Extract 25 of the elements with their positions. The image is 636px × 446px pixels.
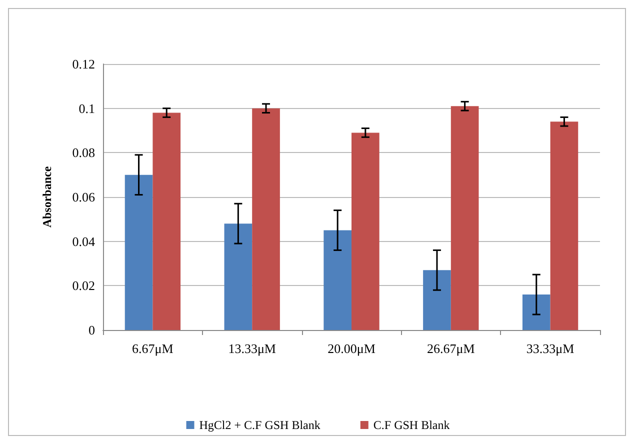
x-tick-label: 20.00μM — [328, 341, 376, 356]
x-tick-label: 6.67μM — [132, 341, 174, 356]
bar — [252, 108, 280, 330]
legend-label: HgCl2 + C.F GSH Blank — [199, 418, 320, 432]
y-axis-title: Absorbance — [40, 166, 54, 228]
bar — [522, 294, 550, 330]
y-tick-label: 0.12 — [72, 56, 95, 72]
bar — [152, 112, 181, 330]
bar — [550, 122, 578, 330]
x-tick-label: 33.33μM — [526, 341, 575, 356]
y-tick-label: 0.04 — [72, 234, 96, 249]
y-tick-label: 0.08 — [72, 145, 95, 160]
bar — [124, 174, 153, 330]
x-tick-label: 26.67μM — [427, 341, 476, 356]
y-tick-label: 0.06 — [72, 190, 96, 204]
y-tick-label: 0.02 — [72, 278, 95, 294]
bar — [352, 132, 380, 330]
bar — [324, 230, 352, 330]
x-tick-label: 13.33μM — [228, 341, 276, 356]
bar — [450, 106, 479, 330]
y-tick-label: 0.1 — [78, 100, 95, 116]
bar — [224, 224, 252, 330]
y-tick-label: 0 — [88, 322, 95, 338]
bar — [423, 270, 451, 330]
legend-label: C.F GSH Blank — [373, 418, 450, 432]
